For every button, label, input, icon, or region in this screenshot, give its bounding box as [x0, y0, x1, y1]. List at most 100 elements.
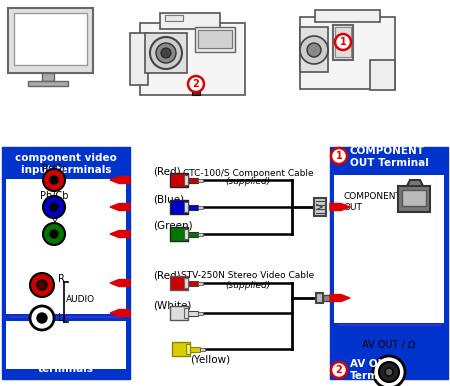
- FancyArrow shape: [110, 203, 130, 210]
- Text: 1: 1: [336, 151, 342, 161]
- Bar: [184, 202, 188, 212]
- Circle shape: [50, 176, 58, 184]
- Text: audio input
terminals: audio input terminals: [32, 352, 100, 374]
- Bar: [198, 30, 232, 48]
- Bar: [398, 186, 430, 212]
- Bar: [188, 232, 198, 237]
- Bar: [6, 179, 126, 314]
- Circle shape: [43, 169, 65, 191]
- Bar: [170, 200, 188, 214]
- Text: R: R: [58, 274, 65, 284]
- Bar: [198, 312, 203, 315]
- Bar: [184, 229, 188, 239]
- Bar: [314, 198, 326, 216]
- Circle shape: [331, 148, 347, 164]
- Bar: [200, 347, 205, 350]
- Text: (Yellow): (Yellow): [190, 354, 230, 364]
- Circle shape: [373, 356, 405, 386]
- Text: COMPONENT
OUT Terminal: COMPONENT OUT Terminal: [350, 146, 429, 168]
- Bar: [192, 89, 200, 95]
- Bar: [330, 147, 448, 379]
- Text: Pr/Cr: Pr/Cr: [42, 164, 66, 174]
- Circle shape: [379, 362, 399, 382]
- Bar: [170, 276, 188, 290]
- Bar: [198, 232, 203, 235]
- Text: (Red): (Red): [153, 167, 180, 177]
- Bar: [145, 33, 187, 73]
- Polygon shape: [407, 180, 423, 186]
- Bar: [188, 178, 198, 183]
- Circle shape: [37, 280, 47, 290]
- Bar: [130, 33, 148, 85]
- Bar: [8, 8, 93, 73]
- FancyArrow shape: [110, 176, 130, 183]
- Bar: [334, 175, 444, 323]
- Text: CTC-100/S Component Cable: CTC-100/S Component Cable: [183, 169, 313, 178]
- Bar: [14, 13, 87, 65]
- Bar: [160, 13, 220, 29]
- Bar: [198, 281, 203, 284]
- Bar: [323, 295, 332, 301]
- Circle shape: [30, 273, 54, 297]
- Bar: [188, 281, 198, 286]
- Circle shape: [300, 36, 328, 64]
- Bar: [188, 205, 198, 210]
- Text: (Red): (Red): [153, 270, 180, 280]
- Circle shape: [188, 76, 204, 92]
- Circle shape: [30, 306, 54, 330]
- Bar: [170, 173, 188, 187]
- Bar: [370, 60, 395, 90]
- Bar: [198, 205, 203, 208]
- Bar: [28, 81, 68, 86]
- Text: 1: 1: [340, 37, 346, 47]
- Circle shape: [150, 37, 182, 69]
- Text: (Blue): (Blue): [153, 194, 184, 204]
- Bar: [333, 25, 353, 60]
- Circle shape: [50, 230, 58, 238]
- Bar: [190, 347, 200, 352]
- Circle shape: [307, 43, 321, 57]
- Bar: [42, 73, 54, 81]
- Text: (supplied): (supplied): [225, 178, 270, 186]
- FancyArrow shape: [330, 203, 350, 210]
- FancyArrow shape: [110, 310, 130, 317]
- Text: component video
input terminals: component video input terminals: [15, 153, 117, 175]
- Text: Pb/Cb: Pb/Cb: [40, 191, 68, 201]
- Bar: [2, 147, 130, 379]
- Bar: [172, 342, 190, 356]
- Circle shape: [43, 196, 65, 218]
- Bar: [300, 17, 395, 89]
- Bar: [140, 23, 245, 95]
- Text: (Green): (Green): [153, 221, 193, 231]
- Text: (supplied): (supplied): [225, 281, 270, 290]
- Text: 2: 2: [336, 365, 342, 375]
- Bar: [170, 306, 188, 320]
- FancyArrow shape: [110, 230, 130, 237]
- Bar: [402, 190, 426, 206]
- Bar: [184, 308, 188, 318]
- Circle shape: [43, 223, 65, 245]
- Circle shape: [331, 362, 347, 378]
- Text: AUDIO: AUDIO: [66, 295, 95, 303]
- Bar: [315, 10, 380, 22]
- Bar: [198, 178, 203, 181]
- Bar: [195, 27, 235, 52]
- Circle shape: [385, 368, 393, 376]
- Text: Y: Y: [51, 218, 57, 228]
- Text: COMPONENT
OUT: COMPONENT OUT: [344, 192, 402, 212]
- Circle shape: [156, 43, 176, 63]
- Bar: [188, 310, 198, 315]
- Bar: [184, 175, 188, 185]
- Text: 2: 2: [193, 79, 199, 89]
- Bar: [165, 15, 183, 21]
- Text: (White): (White): [153, 300, 191, 310]
- Bar: [186, 344, 190, 354]
- Text: AV OUT
Terminal: AV OUT Terminal: [350, 359, 401, 381]
- Text: AV OUT / Ω: AV OUT / Ω: [362, 340, 416, 350]
- Circle shape: [161, 48, 171, 58]
- Text: STV-250N Stereo Video Cable: STV-250N Stereo Video Cable: [181, 271, 315, 281]
- Bar: [335, 27, 351, 57]
- Bar: [316, 293, 323, 303]
- Bar: [184, 278, 188, 288]
- FancyArrow shape: [330, 295, 350, 301]
